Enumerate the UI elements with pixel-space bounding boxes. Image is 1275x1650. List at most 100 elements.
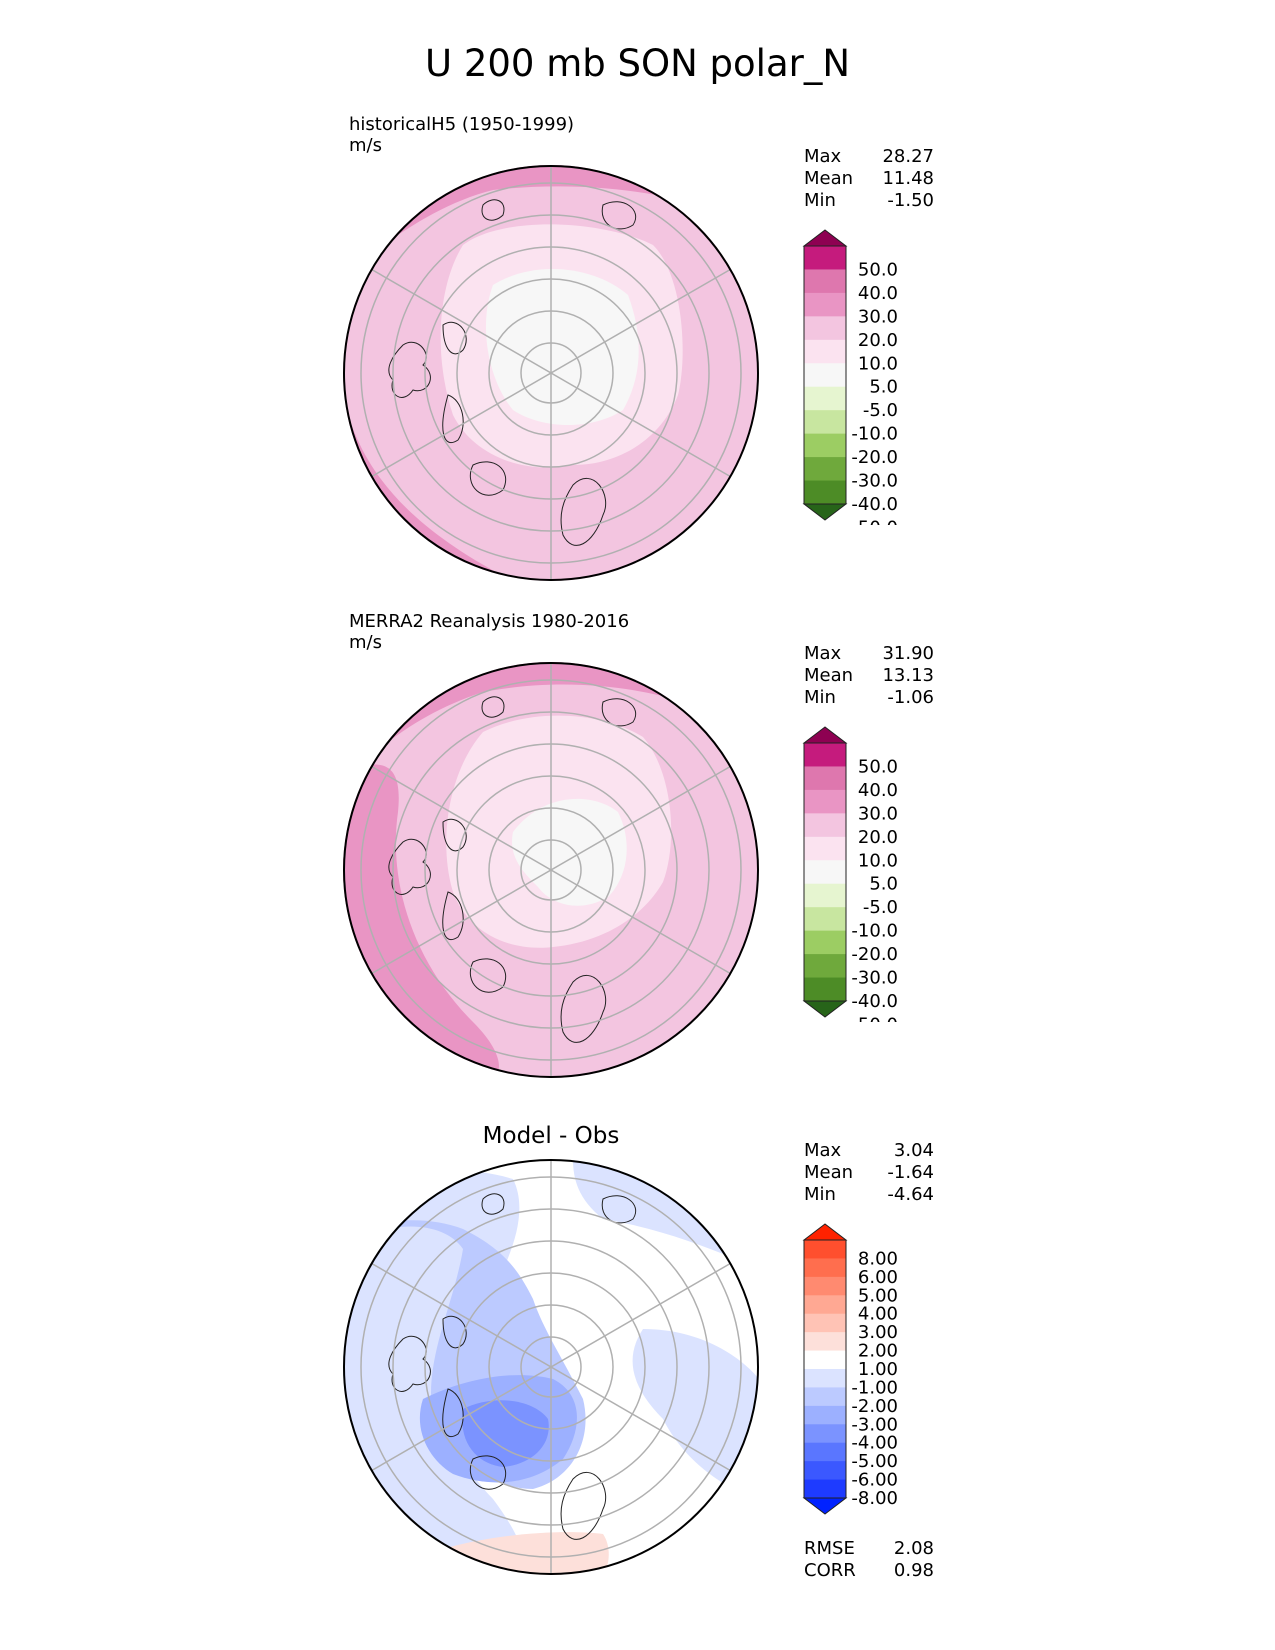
max-value: 31.90 [882, 643, 934, 664]
colorbar-tick-label: 1.00 [858, 1359, 898, 1380]
panel-3-title: Model - Obs [482, 1123, 620, 1149]
colorbar-segment [804, 386, 846, 411]
colorbar-tick-label: 10.0 [858, 353, 898, 374]
panel-2-title-line1: MERRA2 Reanalysis 1980-2016 [349, 611, 630, 632]
colorbar-segment [804, 1405, 846, 1425]
map-boundary [343, 165, 759, 581]
colorbar-tick-label: 5.0 [869, 377, 898, 398]
min-label: Min [804, 1184, 836, 1205]
colorbar-segment [804, 410, 846, 435]
panel-2-title: MERRA2 Reanalysis 1980-2016 m/s [349, 611, 629, 653]
colorbar-tick-label: -10.0 [851, 921, 898, 942]
max-value: 3.04 [893, 1140, 934, 1161]
colorbar-extend-min [802, 1497, 848, 1515]
colorbar-tick-label: 8.00 [858, 1248, 898, 1269]
colorbar-tick-label: 6.00 [858, 1267, 898, 1288]
panel-3-colorbar: 8.006.005.004.003.002.001.00-1.00-2.00-3… [802, 1223, 898, 1515]
colorbar-segment [804, 1387, 846, 1407]
field-near-zero [485, 268, 639, 425]
max-label: Max [804, 643, 842, 664]
colorbar-segment [804, 977, 846, 1002]
panel-1-title-line1: historicalH5 (1950-1999) [349, 114, 575, 135]
min-label: Min [804, 190, 836, 211]
panel-2-units: m/s [349, 632, 382, 653]
panel-2-stats: Max 31.90 Mean 13.13 Min -1.06 [804, 643, 934, 709]
mean-label: Mean [804, 665, 854, 686]
colorbar-segment [804, 292, 846, 317]
colorbar-segment [804, 954, 846, 979]
mean-label: Mean [804, 168, 854, 189]
colorbar-extend-max [802, 229, 848, 247]
colorbar-segment [804, 1461, 846, 1481]
graticule [360, 1159, 742, 1575]
colorbar-segment [804, 480, 846, 505]
colorbar-segment [804, 1313, 846, 1333]
colorbar-extend-max [802, 1223, 848, 1241]
graticule [360, 165, 742, 581]
rmse-value: 2.08 [893, 1538, 934, 1559]
colorbar-tick-label: -10.0 [851, 424, 898, 445]
colorbar-extend-min [802, 503, 848, 521]
colorbar-segment [804, 1424, 846, 1444]
colorbar-segment [804, 860, 846, 885]
colorbar-tick-label: -4.00 [851, 1433, 898, 1454]
colorbar-tick-label: -20.0 [851, 944, 898, 965]
min-value: -1.06 [887, 687, 934, 708]
colorbar-segment [804, 339, 846, 364]
max-label: Max [804, 1140, 842, 1161]
colorbar-segment [804, 813, 846, 838]
colorbar-tick-label: -1.00 [851, 1377, 898, 1398]
colorbar-segment [804, 1276, 846, 1296]
colorbar-tick-label: 30.0 [858, 306, 898, 327]
field-near-zero [512, 798, 627, 906]
colorbar-tick-label: -50.0 [851, 517, 898, 525]
colorbar-segment [804, 1240, 846, 1259]
colorbar-tick-label: 20.0 [858, 827, 898, 848]
map-boundary [343, 662, 759, 1078]
colorbar-extend-max [802, 726, 848, 744]
colorbar-extend-min [802, 1000, 848, 1018]
panel-1-title: historicalH5 (1950-1999) m/s [349, 114, 574, 156]
colorbar-tick-label: -20.0 [851, 447, 898, 468]
max-value: 28.27 [882, 146, 934, 167]
colorbar-segment [804, 766, 846, 791]
colorbar-tick-label: -5.00 [851, 1451, 898, 1472]
colorbar-tick-label: -8.00 [851, 1488, 898, 1509]
panel-3-stats: Max 3.04 Mean -1.64 Min -4.64 [804, 1140, 934, 1206]
panel-1-units: m/s [349, 135, 382, 156]
field-minus-1-2-north [573, 1159, 759, 1269]
panel-1-stats: Max 28.27 Mean 11.48 Min -1.50 [804, 146, 934, 212]
colorbar-tick-label: 4.00 [858, 1304, 898, 1325]
colorbar-segment [804, 907, 846, 932]
colorbar-outline [803, 245, 847, 505]
colorbar-segment [804, 457, 846, 482]
map-boundary [343, 1159, 759, 1575]
panel-1-polar-map [343, 165, 759, 581]
colorbar-tick-label: -40.0 [851, 494, 898, 515]
mean-value: -1.64 [887, 1162, 934, 1183]
colorbar-tick-label: -3.00 [851, 1414, 898, 1435]
colorbar-tick-label: -5.0 [863, 897, 898, 918]
panel-2-polar-map [343, 662, 759, 1078]
colorbar-segment [804, 433, 846, 458]
colorbar-tick-label: 40.0 [858, 283, 898, 304]
rmse-label: RMSE [804, 1538, 855, 1559]
colorbar-segment [804, 269, 846, 294]
colorbar-segment [804, 789, 846, 814]
mean-value: 13.13 [882, 665, 934, 686]
colorbar-tick-label: -30.0 [851, 968, 898, 989]
colorbar-segment [804, 1258, 846, 1278]
min-value: -1.50 [887, 190, 934, 211]
colorbar-segment [804, 1442, 846, 1462]
corr-value: 0.98 [893, 1560, 934, 1581]
panel-3-error-stats: RMSE 2.08 CORR 0.98 [804, 1538, 934, 1582]
mean-label: Mean [804, 1162, 854, 1183]
colorbar-tick-label: -30.0 [851, 471, 898, 492]
colorbar-tick-label: -50.0 [851, 1014, 898, 1022]
colorbar-tick-label: 5.0 [869, 874, 898, 895]
colorbar-outline [803, 1239, 847, 1499]
colorbar-tick-label: -6.00 [851, 1470, 898, 1491]
colorbar-segment [804, 1369, 846, 1388]
colorbar-segment [804, 246, 846, 270]
colorbar-segment [804, 1350, 846, 1370]
